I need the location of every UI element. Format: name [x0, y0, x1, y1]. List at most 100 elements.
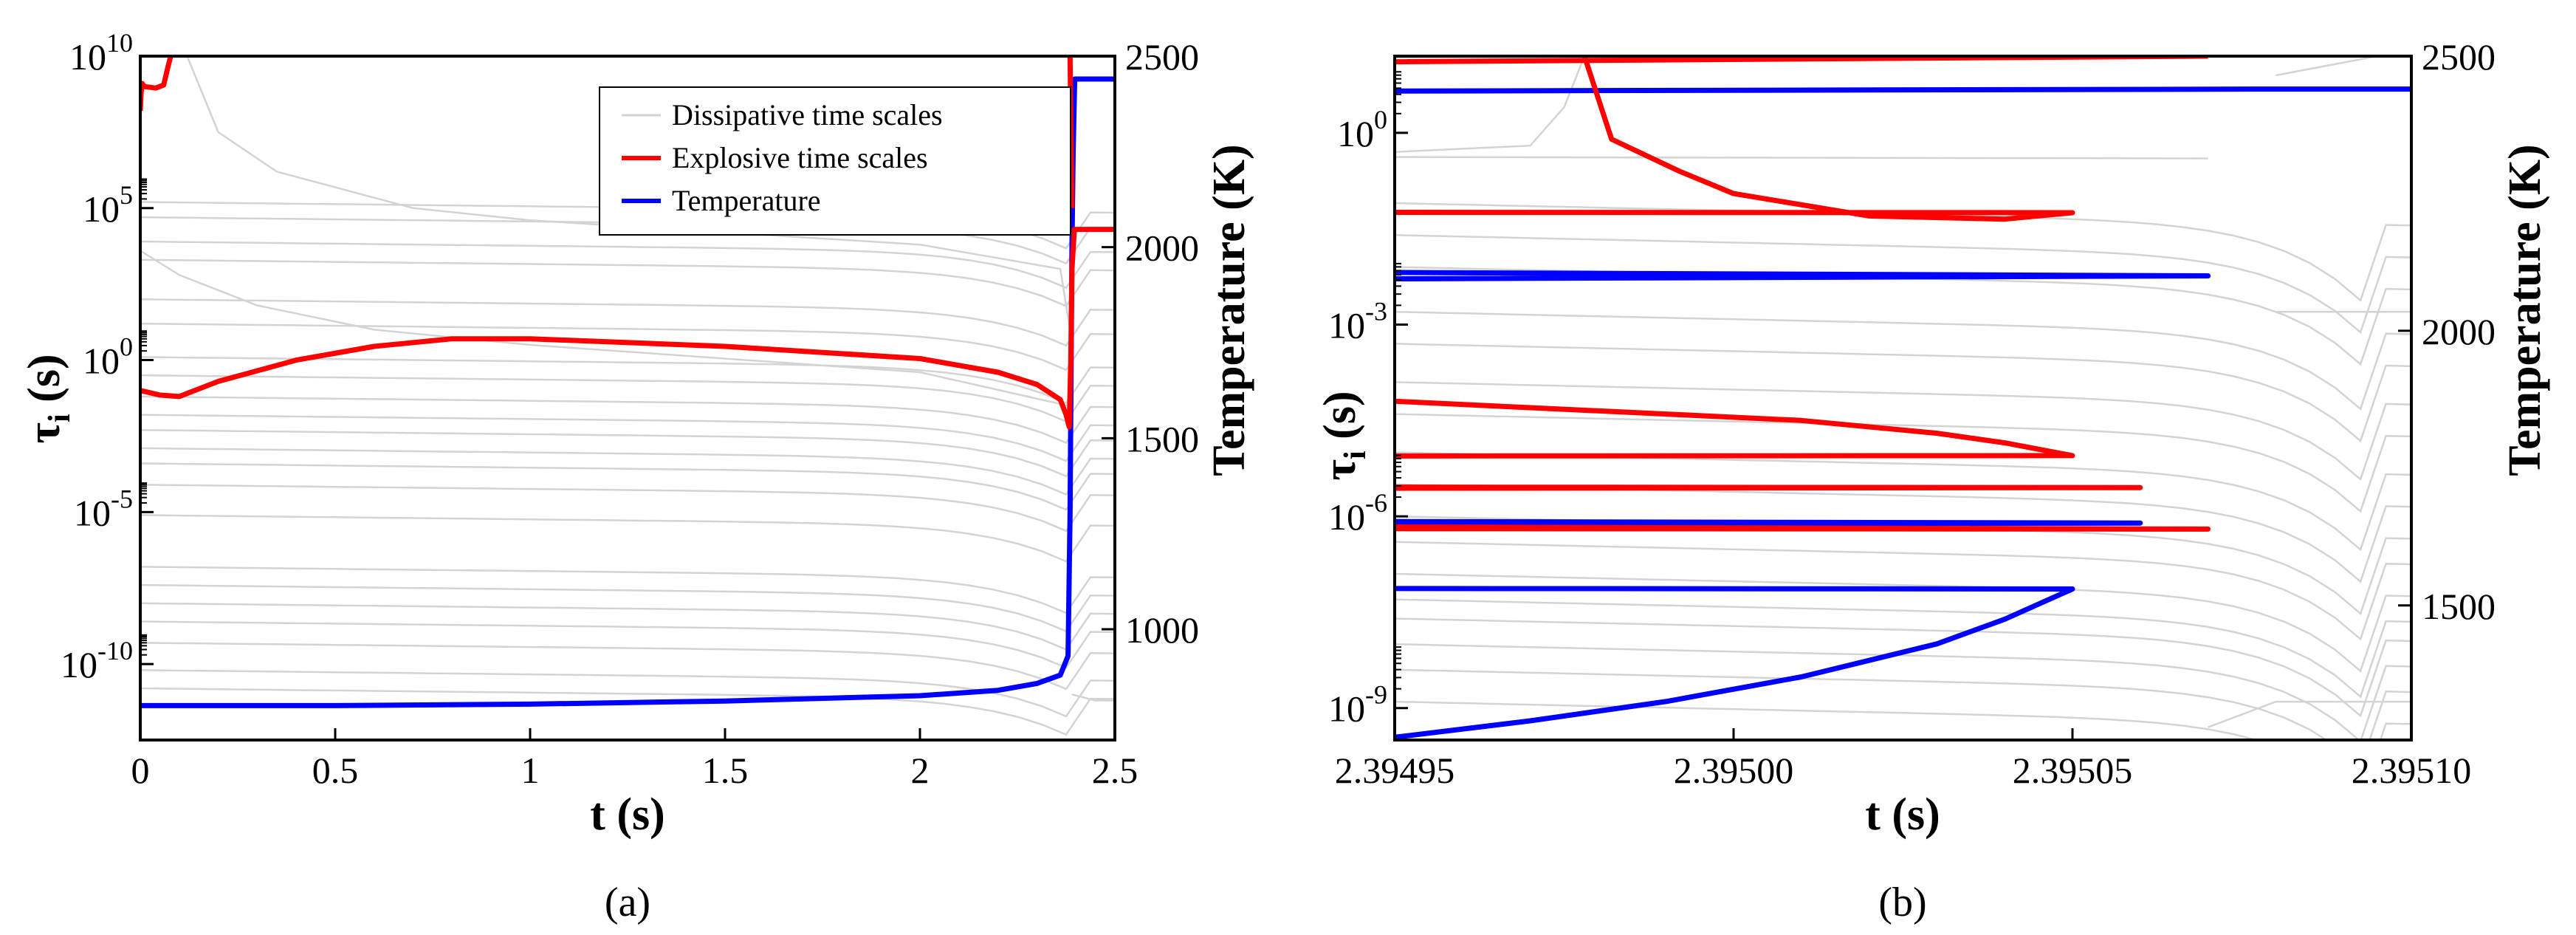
panel-b-dissipative-extra-4 [2208, 700, 2411, 728]
panel-b-dissipative-line-1 [1395, 234, 2411, 335]
panel-b-dissipative-line-8 [1395, 483, 2411, 583]
panel-b-x-tick-label-0: 2.39495 [1335, 750, 1455, 791]
panel-a-y2-tick-label-0: 1000 [1125, 609, 1199, 651]
panel-a-dissipative-line-9 [140, 414, 1115, 462]
panel-a-dissipative-line-10 [140, 428, 1115, 478]
panel-a-dissipative-line-15 [140, 566, 1115, 614]
panel-a-y-tick-label-3: 105 [83, 180, 133, 230]
panel-b-x-tick-label-2: 2.39505 [2013, 750, 2133, 791]
panel-a-series-explosive-1 [140, 227, 1115, 430]
panel-b-y-tick-label-3: 100 [1337, 105, 1387, 154]
panel-b-dissipative-line-16 [1395, 700, 2411, 740]
panel-a-x-tick-label-2: 1 [521, 750, 540, 791]
panel-b-dissipative-lines [1395, 56, 2411, 740]
panel-b-y2-ticks: 1500 2000 2500 [2398, 36, 2496, 627]
legend-label-dissipative: Dissipative time scales [672, 98, 943, 131]
panel-b-dissipative-line-15 [1395, 668, 2411, 740]
panel-b-dissipative-extra-1 [1395, 56, 2208, 160]
panel-a-y2-axis-title: Temperature (K) [1204, 144, 1254, 476]
panel-b-dissipative-line-4 [1395, 343, 2411, 443]
panel-b-y-tick-label-2: 10-3 [1328, 296, 1387, 346]
panel-a-y-ticks: 10-10 10-5 100 105 1010 [61, 28, 154, 685]
panel-b-y2-tick-label-2: 2500 [2422, 36, 2496, 78]
panel-a-dissipative-line-17 [140, 602, 1115, 651]
panel-a-caption: (a) [605, 880, 650, 925]
panel-a-dissipative-lines [140, 56, 1115, 736]
panel-a-y-tick-label-1: 10-5 [74, 484, 133, 533]
panel-b-y-axis-title-unit: (s) [1315, 391, 1365, 451]
panel-a-dissipative-line-20 [140, 669, 1115, 718]
panel-a-y-axis-title-sub: i [43, 414, 77, 422]
panel-b-plot-frame [1393, 55, 2413, 742]
panel-a-dissipative-extra-2 [1071, 693, 1115, 702]
panel-b-y2-tick-label-0: 1500 [2422, 586, 2496, 627]
panel-a-x-axis-title: t (s) [590, 790, 665, 840]
panel-a-legend: Dissipative time scales Explosive time s… [599, 86, 1071, 236]
panel-a-x-tick-label-0: 0 [131, 750, 150, 791]
panel-b-dissipative-extra-2 [2276, 56, 2383, 77]
panel-b-y-ticks: 10-9 10-6 10-3 100 [1328, 71, 1408, 730]
panel-a-y2-tick-label-1: 1500 [1125, 418, 1199, 459]
legend-box [599, 86, 1071, 236]
panel-a-y-axis-title-unit: (s) [19, 354, 69, 414]
panel-b-dissipative-line-10 [1395, 541, 2411, 641]
panel-b-dissipative-line-6 [1395, 413, 2411, 513]
panel-b-y-axis-title: τi (s) [1315, 391, 1373, 480]
panel-a-dissipative-line-2 [140, 240, 1115, 290]
panel-b-series-explosive-2 [1395, 56, 2075, 222]
panel-b-y2-axis-title: Temperature (K) [2500, 144, 2550, 476]
panel-b-series [1395, 56, 2411, 740]
panel-b-y2-tick-label-1: 2000 [2422, 311, 2496, 352]
panel-a-dissipative-line-21 [140, 687, 1115, 736]
panel-b-y-axis-title-main: τ [1315, 459, 1365, 481]
panel-a-dissipative-line-19 [140, 642, 1115, 691]
panel-a-dissipative-line-12 [140, 462, 1115, 511]
panel-b-caption: (b) [1878, 880, 1926, 925]
panel-b-dissipative-line-12 [1395, 598, 2411, 699]
panel-a-y-tick-label-4: 1010 [69, 28, 133, 78]
panel-a-dissipative-line-7 [140, 374, 1115, 423]
panel-a-dissipative-line-5 [140, 322, 1115, 371]
panel-b-dissipative-line-5 [1395, 381, 2411, 482]
panel-b-x-tick-label-1: 2.39500 [1674, 750, 1794, 791]
panel-a-dissipative-line-4 [140, 298, 1115, 347]
panel-a-dissipative-line-18 [140, 620, 1115, 669]
panel-a-y2-ticks: 1000 1500 2000 2500 [1102, 36, 1199, 651]
panel-a-dissipative-line-3 [140, 258, 1115, 307]
panel-b-x-tick-label-3: 2.39510 [2352, 750, 2472, 791]
panel-b-dissipative-line-11 [1395, 572, 2411, 673]
panel-b-y-tick-label-1: 10-6 [1328, 488, 1387, 538]
panel-b-x-axis-title: t (s) [1865, 790, 1940, 840]
panel-b-series-temperature [1395, 86, 2411, 740]
panel-a: 0 0.5 1 1.5 2 2.5 10-10 10-5 100 105 1010 1000 150… [19, 28, 1254, 925]
panel-a-y-axis-title: τi (s) [19, 354, 77, 443]
panel-b-dissipative-line-14 [1395, 643, 2411, 740]
panel-a-y-tick-label-0: 10-10 [61, 636, 133, 685]
panel-a-y2-tick-label-2: 2000 [1125, 227, 1199, 269]
panel-a-dissipative-line-14 [140, 514, 1115, 563]
panel-a-dissipative-extra-0 [186, 56, 1071, 330]
panel-a-y-axis-title-main: τ [19, 422, 69, 444]
panel-b-x-ticks: 2.39495 2.39500 2.39505 2.39510 [1335, 728, 2472, 791]
panel-a-x-ticks: 0 0.5 1 1.5 2 2.5 [131, 728, 1138, 791]
panel-a-dissipative-line-13 [140, 484, 1115, 532]
panel-a-x-tick-label-1: 0.5 [312, 750, 359, 791]
panel-b-dissipative-extra-0 [1395, 56, 1586, 154]
panel-a-y-tick-label-2: 100 [83, 332, 133, 382]
panel-a-y2-tick-label-3: 2500 [1125, 36, 1199, 78]
panel-b-y-axis-title-sub: i [1339, 451, 1373, 459]
panel-b-dissipative-line-3 [1395, 310, 2411, 411]
panel-a-series-explosive-2 [140, 56, 174, 112]
panel-a-x-tick-label-5: 2.5 [1092, 750, 1138, 791]
panel-a-plot-frame [139, 55, 1116, 742]
legend-label-explosive: Explosive time scales [672, 141, 928, 174]
panel-b-dissipative-line-7 [1395, 451, 2411, 552]
panel-a-x-tick-label-4: 2 [911, 750, 930, 791]
panel-b-y-tick-label-0: 10-9 [1328, 680, 1387, 730]
panel-b: 2.39495 2.39500 2.39505 2.39510 10-910-610-… [1315, 36, 2550, 925]
panel-b-dissipative-line-13 [1395, 617, 2411, 718]
panel-b-series-explosive-1 [1395, 56, 2211, 532]
legend-label-temperature: Temperature [672, 184, 821, 217]
panel-a-dissipative-line-11 [140, 447, 1115, 496]
